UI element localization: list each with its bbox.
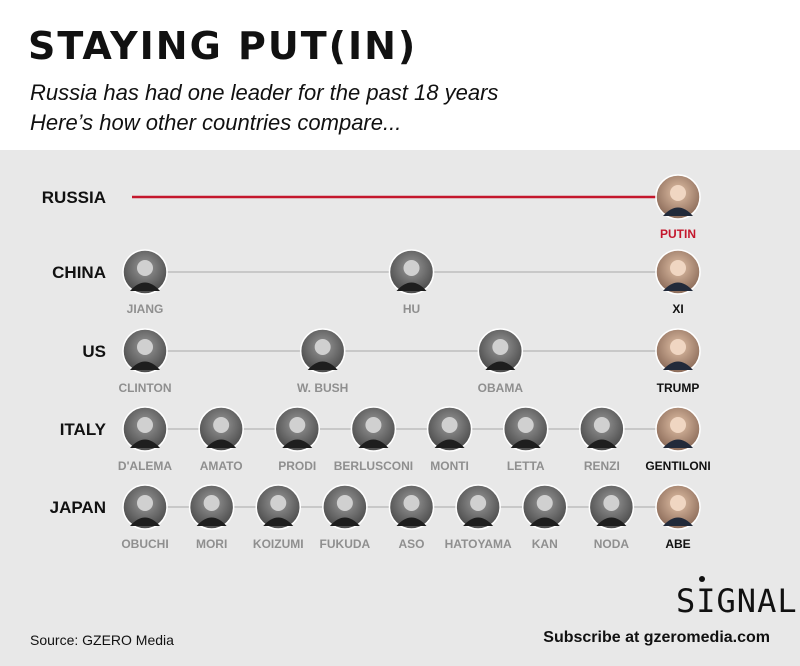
logo-dot-icon xyxy=(699,576,705,582)
country-label-china: CHINA xyxy=(52,263,106,282)
portrait-shoulders-renzi xyxy=(586,439,617,448)
portrait-face-trump xyxy=(670,339,686,355)
leader-label-d-alema: D'ALEMA xyxy=(118,459,173,473)
portrait-shoulders-w-bush xyxy=(307,361,338,370)
portrait-shoulders-koizumi xyxy=(263,517,294,526)
leader-label-koizumi: KOIZUMI xyxy=(253,537,304,551)
portrait-face-xi xyxy=(670,260,686,276)
portrait-face-jiang xyxy=(137,260,153,276)
leader-label-obuchi: OBUCHI xyxy=(121,537,168,551)
chart-title: STAYING PUT(IN) xyxy=(28,24,418,68)
source-note: Source: GZERO Media xyxy=(30,632,174,648)
portrait-shoulders-xi xyxy=(663,282,693,291)
leader-label-gentiloni: GENTILONI xyxy=(645,459,710,473)
portrait-face-mori xyxy=(203,495,220,511)
portrait-face-w-bush xyxy=(314,339,331,355)
portrait-shoulders-kan xyxy=(529,517,560,526)
leader-label-amato: AMATO xyxy=(200,459,243,473)
leader-label-xi: XI xyxy=(672,302,683,316)
leader-label-letta: LETTA xyxy=(507,459,545,473)
leader-label-putin: PUTIN xyxy=(660,227,696,241)
leader-label-clinton: CLINTON xyxy=(118,381,171,395)
leader-label-kan: KAN xyxy=(532,537,558,551)
portrait-face-aso xyxy=(403,495,420,511)
portrait-shoulders-obuchi xyxy=(130,517,160,526)
chart-subtitle-line1: Russia has had one leader for the past 1… xyxy=(30,80,499,105)
portrait-face-obama xyxy=(492,339,509,355)
leader-label-fukuda: FUKUDA xyxy=(320,537,371,551)
portrait-face-putin xyxy=(670,185,686,201)
portrait-face-kan xyxy=(536,495,553,511)
portrait-shoulders-gentiloni xyxy=(663,439,693,448)
portrait-face-berlusconi xyxy=(365,417,382,433)
leader-label-prodi: PRODI xyxy=(278,459,316,473)
leader-label-abe: ABE xyxy=(665,537,690,551)
portrait-shoulders-amato xyxy=(206,439,237,448)
leader-label-hatoyama: HATOYAMA xyxy=(445,537,512,551)
portrait-face-clinton xyxy=(137,339,153,355)
portrait-shoulders-obama xyxy=(485,361,516,370)
portrait-face-d-alema xyxy=(137,417,153,433)
portrait-face-letta xyxy=(517,417,534,433)
country-label-italy: ITALY xyxy=(60,420,107,439)
country-label-russia: RUSSIA xyxy=(42,188,106,207)
portrait-shoulders-fukuda xyxy=(329,517,360,526)
subscribe-link[interactable]: Subscribe at gzeromedia.com xyxy=(543,629,770,646)
portrait-face-renzi xyxy=(593,417,610,433)
portrait-shoulders-aso xyxy=(396,517,427,526)
portrait-face-monti xyxy=(441,417,458,433)
leader-label-berlusconi: BERLUSCONI xyxy=(334,459,413,473)
portrait-shoulders-d-alema xyxy=(130,439,160,448)
portrait-face-abe xyxy=(670,495,686,511)
country-label-japan: JAPAN xyxy=(50,498,106,517)
portrait-shoulders-mori xyxy=(196,517,227,526)
leader-label-trump: TRUMP xyxy=(657,381,700,395)
portrait-shoulders-noda xyxy=(596,517,627,526)
portrait-shoulders-berlusconi xyxy=(358,439,389,448)
leader-label-hu: HU xyxy=(403,302,420,316)
portrait-face-hatoyama xyxy=(470,495,487,511)
leader-label-monti: MONTI xyxy=(430,459,469,473)
portrait-face-hu xyxy=(403,260,420,276)
leader-label-noda: NODA xyxy=(594,537,630,551)
portrait-shoulders-jiang xyxy=(130,282,160,291)
portrait-shoulders-monti xyxy=(434,439,465,448)
portrait-shoulders-prodi xyxy=(282,439,313,448)
portrait-shoulders-trump xyxy=(663,361,693,370)
portrait-face-fukuda xyxy=(336,495,353,511)
portrait-shoulders-clinton xyxy=(130,361,160,370)
leader-label-jiang: JIANG xyxy=(127,302,164,316)
leader-label-renzi: RENZI xyxy=(584,459,620,473)
leader-label-aso: ASO xyxy=(398,537,424,551)
portrait-face-amato xyxy=(213,417,230,433)
portrait-shoulders-letta xyxy=(510,439,541,448)
logo-wordmark: SIGNAL xyxy=(676,582,798,620)
portrait-face-prodi xyxy=(289,417,306,433)
portrait-face-koizumi xyxy=(270,495,287,511)
portrait-face-gentiloni xyxy=(670,417,686,433)
portrait-face-noda xyxy=(603,495,620,511)
leader-label-mori: MORI xyxy=(196,537,227,551)
leader-label-w-bush: W. BUSH xyxy=(297,381,348,395)
chart-subtitle-line2: Here’s how other countries compare... xyxy=(30,110,402,135)
signal-logo: SIGNAL xyxy=(676,576,797,620)
portrait-shoulders-abe xyxy=(663,517,693,526)
chart-panel xyxy=(0,150,800,666)
leader-label-obama: OBAMA xyxy=(478,381,524,395)
country-label-us: US xyxy=(82,342,106,361)
portrait-shoulders-hatoyama xyxy=(463,517,494,526)
portrait-shoulders-putin xyxy=(663,207,693,216)
portrait-shoulders-hu xyxy=(396,282,427,291)
header: STAYING PUT(IN) Russia has had one leade… xyxy=(0,0,800,150)
portrait-face-obuchi xyxy=(137,495,153,511)
